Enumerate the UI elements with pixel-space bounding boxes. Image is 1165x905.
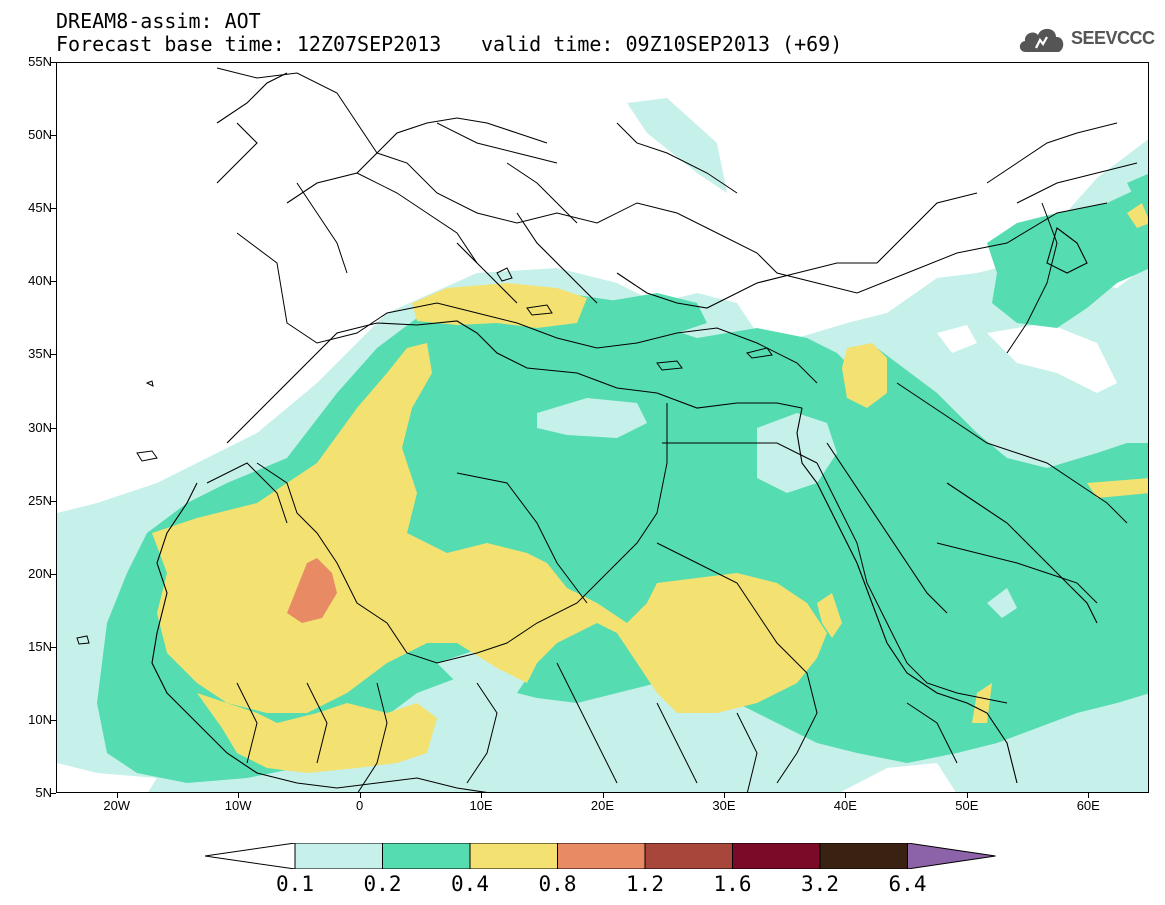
lat-tick-label: 35N [28, 346, 52, 362]
islands [76, 267, 773, 645]
lon-tick-mark [967, 793, 968, 798]
colorbar-swatch [644, 843, 733, 869]
lat-tick-label: 55N [28, 54, 52, 69]
lon-tick-label: 50E [955, 798, 979, 813]
lat-tick-mark [50, 281, 56, 282]
colorbar-level-label: 0.4 [451, 872, 489, 896]
lat-tick-label: 10N [28, 711, 52, 727]
lat-tick-mark [50, 354, 56, 355]
aot-map [56, 62, 1149, 793]
lat-tick-label: 15N [28, 638, 52, 654]
colorbar-swatch [819, 843, 908, 869]
lon-tick-label: 10E [469, 798, 493, 813]
lat-tick-mark [50, 501, 56, 502]
lat-tick-mark [50, 428, 56, 429]
lat-tick-label: 30N [28, 419, 52, 435]
lon-tick-mark [117, 793, 118, 798]
aot-layer-0-8 [287, 558, 337, 623]
map-title: DREAM8-assim: AOT [56, 9, 261, 33]
lat-tick-mark [50, 793, 56, 794]
colorbar-swatch [732, 843, 821, 869]
lon-tick-mark [238, 793, 239, 798]
lat-tick-label: 45N [28, 200, 52, 216]
lat-tick-mark [50, 62, 56, 63]
lat-tick-mark [50, 208, 56, 209]
colorbar-level-label: 0.2 [363, 872, 402, 896]
lon-tick-mark [724, 793, 725, 798]
forecast-base-time: Forecast base time: 12Z07SEP2013 [56, 32, 442, 56]
lon-tick-mark [603, 793, 604, 798]
coastlines [151, 72, 1138, 792]
lat-tick-mark [50, 720, 56, 721]
lat-tick-label: 40N [28, 273, 52, 289]
colorbar-level-label: 3.2 [801, 872, 839, 896]
lat-tick-label: 50N [28, 127, 52, 143]
aot-layer-0-4 [152, 203, 1148, 773]
colorbar-level-label: 1.2 [626, 872, 664, 896]
lon-tick-mark [360, 793, 361, 798]
lon-tick-label: 20E [590, 798, 615, 813]
colorbar-max-triangle [907, 843, 996, 869]
colorbar-min-triangle [205, 843, 296, 869]
lat-tick-mark [50, 647, 56, 648]
cloud-icon [1019, 28, 1064, 52]
lat-tick-label: 25N [28, 492, 52, 508]
lon-tick-mark [481, 793, 482, 798]
lat-tick-mark [50, 574, 56, 575]
lon-tick-label: 40E [833, 798, 857, 813]
seevccc-logo: SEEVCCC [1016, 22, 1156, 56]
colorbar-swatch [469, 843, 558, 869]
colorbar-swatch [557, 843, 646, 869]
time-info-row: Forecast base time: 12Z07SEP2013 valid t… [56, 33, 956, 99]
colorbar-level-label: 0.8 [538, 872, 577, 896]
lon-tick-label: 10W [224, 798, 252, 813]
colorbar-level-label: 0.1 [276, 872, 314, 896]
aot-colorbar [205, 843, 996, 869]
lat-tick-label: 5N [35, 785, 52, 800]
lon-tick-label: 30E [712, 798, 736, 813]
valid-time: valid time: 09Z10SEP2013 (+69) [481, 32, 843, 56]
logo-text: SEEVCCC [1071, 28, 1155, 48]
lon-tick-label: 20W [103, 798, 131, 813]
lon-tick-label: 60E [1076, 798, 1100, 813]
country-borders [206, 67, 1128, 792]
colorbar-level-label: 1.6 [713, 872, 752, 896]
map-canvas [57, 67, 1148, 792]
colorbar-swatch [382, 843, 471, 869]
lat-tick-label: 20N [28, 565, 52, 581]
colorbar-level-label: 6.4 [888, 872, 927, 896]
colorbar-swatch [294, 843, 383, 869]
lon-tick-mark [1088, 793, 1089, 798]
lon-tick-mark [845, 793, 846, 798]
lon-tick-label: 0 [355, 798, 364, 813]
lat-tick-mark [50, 135, 56, 136]
